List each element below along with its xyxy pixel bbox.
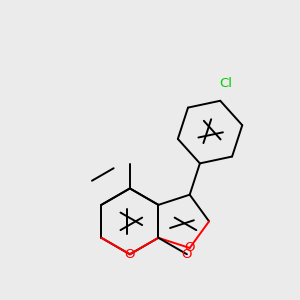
Text: O: O <box>182 248 192 261</box>
Text: Cl: Cl <box>219 77 232 90</box>
Text: O: O <box>184 242 195 254</box>
Text: O: O <box>124 248 135 261</box>
